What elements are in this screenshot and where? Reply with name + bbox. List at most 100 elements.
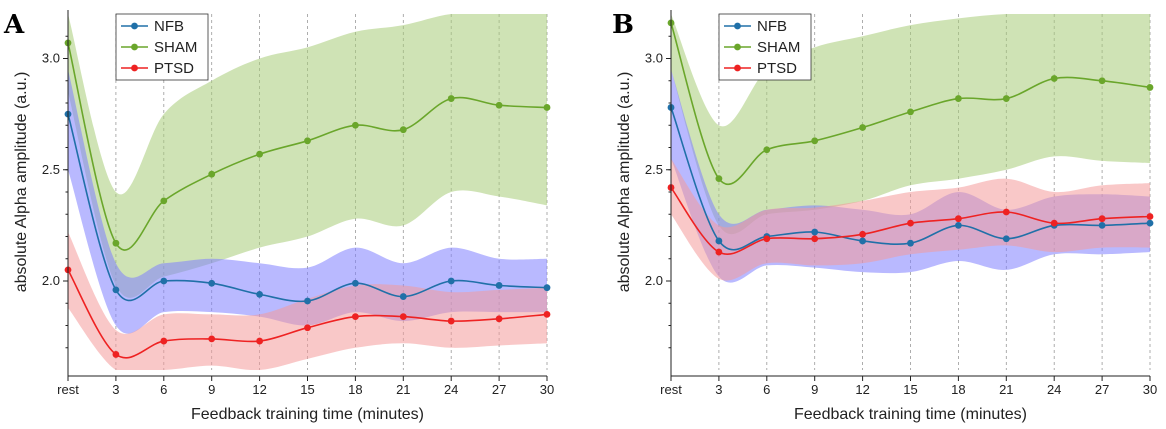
x-tick-label: 12 — [252, 382, 266, 397]
y-tick-label: 2.0 — [645, 273, 663, 288]
y-tick-label: 2.0 — [42, 273, 60, 288]
data-point-sham-2 — [160, 197, 168, 205]
x-tick-label: 18 — [348, 382, 362, 397]
data-point-ptsd-10 — [543, 310, 551, 318]
x-tick-label: 15 — [300, 382, 314, 397]
chart-panel-a: 2.0 2.5 3.0 rest 3 6 9 12 15 18 21 24 27 30 Feedback t… — [3, 10, 554, 423]
data-point-sham-6 — [352, 121, 359, 129]
y-axis-title: absolute Alpha amplitude (a.u.) — [13, 72, 30, 293]
x-axis-title: Feedback training time (minutes) — [794, 406, 1027, 423]
legend-label-sham: SHAM — [757, 39, 800, 56]
series-line-sham — [671, 22, 1150, 186]
data-point-nfb-8 — [447, 277, 455, 285]
data-point-ptsd-3 — [208, 335, 216, 343]
data-point-ptsd-5 — [304, 324, 311, 332]
legend-marker-ptsd — [131, 64, 138, 72]
data-point-ptsd-4 — [859, 230, 866, 238]
x-tick-label: 21 — [396, 382, 410, 397]
data-point-ptsd-10 — [1146, 213, 1154, 220]
confidence-band-sham — [68, 14, 547, 298]
data-point-ptsd-9 — [495, 315, 503, 323]
x-tick-label: 27 — [1095, 382, 1109, 397]
data-point-sham-5 — [304, 137, 311, 145]
legend-label-ptsd: PTSD — [154, 60, 194, 77]
data-point-sham-7 — [399, 126, 407, 134]
x-tick-label: rest — [57, 382, 79, 397]
data-point-nfb-1 — [715, 237, 723, 245]
x-tick-label: 3 — [112, 382, 119, 397]
legend-label-ptsd: PTSD — [757, 60, 797, 77]
data-point-ptsd-8 — [447, 317, 455, 325]
data-point-sham-10 — [1146, 84, 1154, 91]
data-point-nfb-4 — [256, 290, 263, 298]
x-axis-title: Feedback training time (minutes) — [191, 406, 424, 423]
data-point-nfb-10 — [543, 284, 551, 292]
confidence-band-nfb — [68, 69, 547, 334]
data-point-nfb-5 — [907, 239, 914, 247]
data-point-nfb-3 — [811, 228, 819, 236]
data-point-ptsd-5 — [907, 219, 914, 227]
y-tick-label: 3.0 — [42, 51, 60, 66]
legend: NFB SHAM PTSD — [115, 13, 209, 81]
data-point-ptsd-2 — [763, 235, 771, 243]
data-point-ptsd-6 — [955, 215, 962, 223]
x-tick-label: 15 — [903, 382, 917, 397]
data-point-ptsd-1 — [112, 351, 120, 358]
data-point-sham-2 — [763, 146, 771, 154]
x-tick-label: 27 — [492, 382, 506, 397]
data-point-nfb-10 — [1146, 219, 1154, 227]
data-point-sham-5 — [907, 108, 914, 116]
data-point-nfb-9 — [495, 282, 503, 289]
data-point-nfb-3 — [208, 279, 216, 287]
data-point-ptsd-7 — [1002, 208, 1010, 216]
y-tick-label: 2.5 — [645, 162, 663, 177]
data-point-nfb-1 — [112, 286, 120, 294]
legend-label-nfb: NFB — [154, 18, 184, 35]
legend: NFB SHAM PTSD — [718, 13, 812, 81]
x-tick-label: 6 — [160, 382, 167, 397]
x-tick-label: 21 — [999, 382, 1013, 397]
data-point-nfb-2 — [160, 277, 168, 285]
legend-marker-sham — [734, 43, 741, 51]
data-point-sham-1 — [112, 239, 120, 247]
data-point-nfb-5 — [304, 297, 311, 305]
data-point-sham-4 — [256, 150, 263, 158]
data-point-ptsd-3 — [811, 235, 819, 243]
x-tick-label: rest — [660, 382, 682, 397]
y-tick-label: 2.5 — [42, 162, 60, 177]
x-tick-label: 18 — [951, 382, 965, 397]
data-point-nfb-6 — [955, 221, 962, 229]
confidence-band-ptsd — [671, 158, 1150, 281]
data-point-ptsd-7 — [399, 313, 407, 320]
data-point-sham-4 — [859, 124, 866, 131]
x-tick-label: 24 — [1047, 382, 1061, 397]
legend-marker-nfb — [734, 22, 741, 30]
data-point-ptsd-6 — [352, 313, 359, 320]
data-point-sham-3 — [208, 170, 216, 178]
y-tick-label: 3.0 — [645, 51, 663, 66]
data-point-sham-9 — [1098, 77, 1106, 85]
data-point-ptsd-8 — [1050, 219, 1058, 227]
x-tick-label: 30 — [540, 382, 554, 397]
data-point-sham-1 — [715, 175, 723, 183]
panel-label: B — [612, 10, 634, 40]
data-point-ptsd-2 — [160, 337, 168, 345]
y-axis-title: absolute Alpha amplitude (a.u.) — [616, 72, 633, 293]
x-tick-label: 3 — [715, 382, 722, 397]
legend-marker-nfb — [131, 22, 138, 30]
legend-label-nfb: NFB — [757, 18, 787, 35]
x-tick-label: 30 — [1143, 382, 1157, 397]
x-tick-label: 9 — [208, 382, 215, 397]
data-point-sham-7 — [1002, 95, 1010, 102]
data-point-sham-3 — [811, 137, 819, 145]
x-tick-label: 24 — [444, 382, 458, 397]
series-line-nfb — [68, 113, 547, 303]
data-point-sham-8 — [1050, 75, 1058, 82]
data-point-sham-6 — [955, 95, 962, 102]
legend-marker-ptsd — [734, 64, 741, 72]
data-point-nfb-4 — [859, 237, 866, 245]
data-point-ptsd-4 — [256, 337, 263, 345]
x-tick-label: 6 — [763, 382, 770, 397]
legend-marker-sham — [131, 43, 138, 51]
